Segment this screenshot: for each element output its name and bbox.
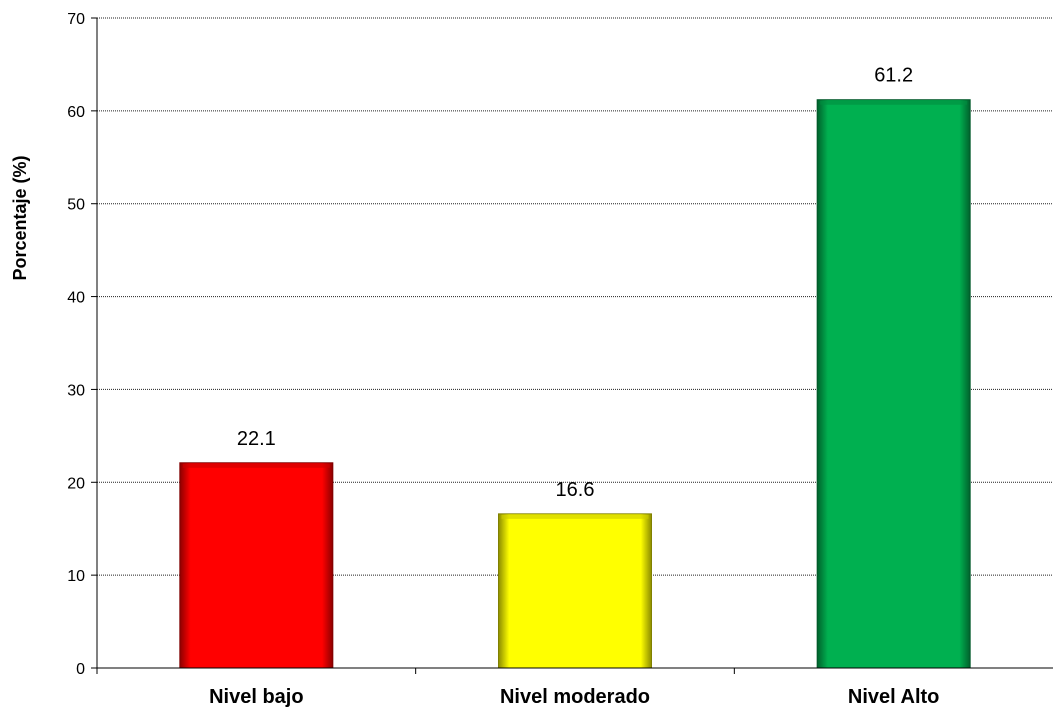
x-category-labels: Nivel bajo Nivel moderado Nivel Alto — [209, 686, 939, 708]
y-tick-label: 50 — [67, 197, 85, 214]
bar-nivel-moderado — [498, 513, 652, 669]
bar-bevel — [820, 100, 968, 105]
y-tick-label: 0 — [76, 661, 85, 678]
bar-bevel — [182, 463, 330, 468]
bar-nivel-alto — [816, 99, 971, 669]
y-tick-label: 20 — [67, 475, 85, 492]
axes — [91, 17, 1053, 674]
data-label: 61.2 — [874, 65, 913, 87]
data-label: 22.1 — [237, 428, 276, 450]
bars — [179, 99, 971, 669]
y-axis-title: Porcentaje (%) — [10, 155, 30, 280]
data-label: 16.6 — [556, 479, 595, 501]
bar-bevel — [501, 514, 649, 519]
x-category-label: Nivel Alto — [848, 686, 940, 708]
x-category-label: Nivel bajo — [209, 686, 303, 708]
x-category-label: Nivel moderado — [500, 686, 650, 708]
y-tick-labels: 0 10 20 30 40 50 60 70 — [67, 11, 85, 678]
y-tick-label: 40 — [67, 290, 85, 307]
y-tick-label: 60 — [67, 104, 85, 121]
bar-nivel-bajo — [179, 462, 334, 669]
y-tick-label: 70 — [67, 11, 85, 28]
y-tick-label: 10 — [67, 568, 85, 585]
data-labels: 22.1 16.6 61.2 — [237, 65, 913, 501]
y-tick-label: 30 — [67, 382, 85, 399]
